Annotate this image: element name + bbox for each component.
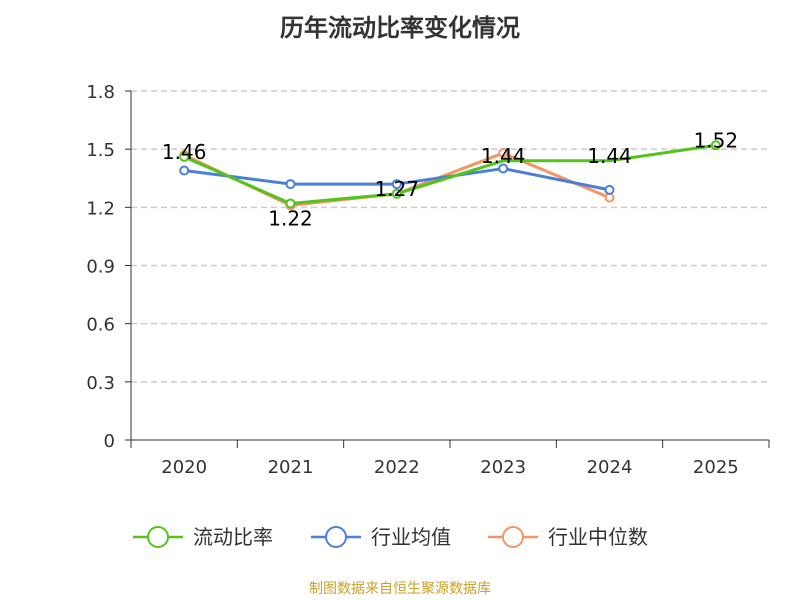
axes: 0 0.3 0.6 0.9 1.2 1.5 1.8 2020 2021 2022 2023 2024 2… [86, 82, 770, 478]
legend-item: 行业均值 [311, 525, 451, 549]
data-point [391, 188, 402, 199]
x-tick-label: 2020 [161, 457, 207, 478]
y-tick-label: 1.8 [86, 82, 115, 103]
legend-item: 流动比率 [133, 525, 273, 549]
data-point [285, 179, 296, 190]
legend-label: 流动比率 [193, 525, 273, 549]
data-label: 1.22 [268, 206, 313, 230]
legend-marker [147, 526, 169, 548]
y-tick-label: 0.9 [86, 257, 115, 278]
y-tick-label: 0.3 [86, 373, 115, 394]
y-tick-label: 0 [104, 431, 115, 452]
data-point [498, 163, 509, 174]
x-tick-label: 2025 [693, 457, 739, 478]
source-note: 制图数据来自恒生聚源数据库 [309, 581, 491, 597]
y-tick-label: 0.6 [86, 315, 115, 336]
data-point [710, 140, 721, 151]
series-current_ratio [179, 140, 721, 209]
data-labels: 1.46 1.22 1.27 1.44 1.44 1.52 [162, 128, 738, 230]
legend: 流动比率 行业均值 行业中位数 [133, 525, 648, 549]
legend-item: 行业中位数 [488, 525, 648, 549]
data-point [179, 151, 190, 162]
data-point [498, 148, 509, 159]
legend-marker [325, 526, 347, 548]
data-label: 1.44 [481, 144, 526, 168]
data-label: 1.46 [162, 140, 207, 164]
data-label: 1.44 [587, 144, 632, 168]
chart-title: 历年流动比率变化情况 [280, 14, 520, 42]
series-lines [179, 140, 721, 211]
y-tick-label: 1.5 [86, 140, 115, 161]
grid-lines [131, 90, 769, 383]
x-tick-label: 2022 [374, 457, 420, 478]
series-line [183, 143, 717, 205]
data-point [285, 198, 296, 209]
legend-label: 行业均值 [371, 525, 451, 549]
data-label: 1.52 [694, 128, 739, 152]
x-tick-label: 2023 [480, 457, 526, 478]
y-tick-label: 1.2 [86, 198, 115, 219]
data-point [179, 165, 190, 176]
x-tick-label: 2021 [268, 457, 314, 478]
data-point [391, 179, 402, 190]
legend-label: 行业中位数 [548, 525, 648, 549]
x-tick-label: 2024 [587, 457, 633, 478]
data-point [604, 184, 615, 195]
legend-marker [502, 526, 524, 548]
data-label: 1.27 [375, 177, 420, 201]
series-industry_mean [179, 163, 615, 195]
